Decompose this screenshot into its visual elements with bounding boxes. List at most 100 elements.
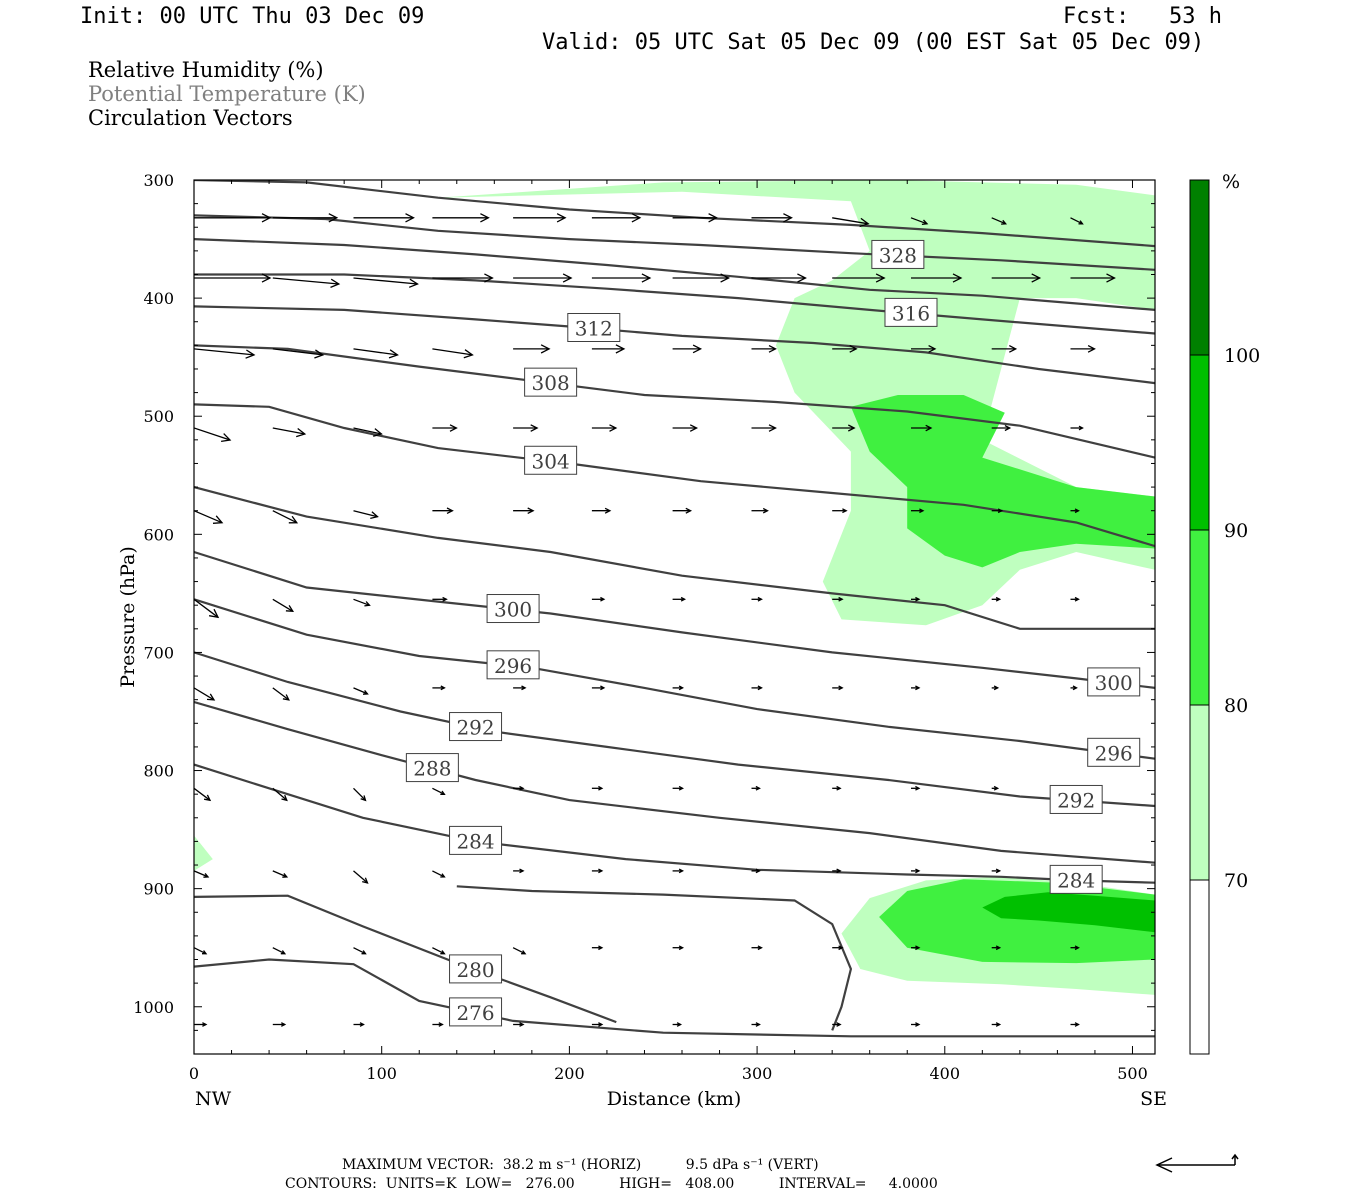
rh-region-90-5 bbox=[982, 892, 1155, 933]
vector-arrow-8-4 bbox=[513, 868, 525, 874]
vector-arrow-10-6 bbox=[672, 1022, 683, 1027]
forecast-hour: Fcst: 53 h bbox=[1063, 4, 1222, 29]
reference-vector-icon bbox=[1155, 1153, 1239, 1173]
contour-label-316-10: 316 bbox=[884, 297, 938, 327]
vector-arrow-3-6 bbox=[672, 424, 699, 432]
vector-arrow-8-7 bbox=[751, 868, 761, 874]
vector-arrow-4-10 bbox=[991, 508, 1004, 514]
svg-text:284: 284 bbox=[1057, 868, 1095, 892]
vector-arrow-1-1 bbox=[272, 277, 341, 289]
vector-arrow-7-6 bbox=[672, 785, 684, 791]
vector-arrow-10-11 bbox=[1070, 1022, 1080, 1027]
vector-arrow-1-3 bbox=[432, 273, 494, 283]
svg-text:284: 284 bbox=[456, 829, 494, 853]
vector-arrow-6-7 bbox=[751, 685, 763, 691]
theta-contour-304 bbox=[194, 403, 1155, 548]
vector-arrow-1-0 bbox=[194, 273, 272, 283]
svg-text:280: 280 bbox=[456, 958, 494, 982]
colorbar: 70 80 90 100 bbox=[1189, 179, 1260, 1055]
vector-arrow-0-3 bbox=[432, 213, 490, 223]
colorbar-label-80: 80 bbox=[1224, 695, 1248, 717]
vector-arrow-10-1 bbox=[272, 1022, 287, 1027]
vector-arrow-1-6 bbox=[672, 273, 731, 283]
contour-label-312-9: 312 bbox=[567, 313, 621, 343]
vector-arrow-0-4 bbox=[513, 213, 567, 223]
theta-contour-288 bbox=[194, 700, 1155, 864]
vector-arrow-6-3 bbox=[432, 685, 446, 691]
vector-arrow-9-9 bbox=[911, 945, 921, 951]
vector-arrow-10-8 bbox=[832, 1022, 842, 1027]
vector-arrow-2-2 bbox=[353, 348, 399, 359]
colorbar-segment-0 bbox=[1190, 180, 1209, 355]
vector-arrow-5-6 bbox=[672, 596, 687, 602]
vector-arrow-7-1 bbox=[272, 787, 288, 802]
svg-text:316: 316 bbox=[892, 301, 930, 325]
x-tick-label-300: 300 bbox=[742, 1064, 773, 1083]
svg-text:296: 296 bbox=[494, 654, 532, 678]
contour-label-288-3: 288 bbox=[405, 753, 459, 783]
vector-arrow-3-3 bbox=[432, 424, 458, 432]
vector-arrow-0-0 bbox=[194, 213, 272, 223]
vector-arrow-5-0 bbox=[194, 598, 220, 619]
colorbar-unit: % bbox=[1222, 171, 1240, 193]
vector-arrow-8-2 bbox=[353, 870, 369, 884]
vector-arrow-7-10 bbox=[991, 785, 1000, 791]
vector-arrow-4-2 bbox=[353, 510, 379, 520]
vector-arrow-3-0 bbox=[194, 427, 232, 443]
contour-label-284-15: 284 bbox=[1049, 864, 1103, 894]
vector-arrow-7-0 bbox=[194, 787, 212, 802]
vector-layer bbox=[194, 213, 1116, 1027]
vector-arrow-2-3 bbox=[432, 348, 474, 359]
vector-arrow-10-5 bbox=[591, 1022, 604, 1027]
x-tick-label-400: 400 bbox=[930, 1064, 961, 1083]
max-vector-note: MAXIMUM VECTOR: 38.2 m s⁻¹ (HORIZ) 9.5 d… bbox=[342, 1157, 819, 1173]
vector-arrow-2-0 bbox=[194, 348, 256, 359]
vector-arrow-6-4 bbox=[513, 685, 527, 691]
colorbar-segment-2 bbox=[1190, 530, 1209, 705]
contour-label-292-14: 292 bbox=[1049, 784, 1103, 814]
vector-arrow-1-7 bbox=[751, 273, 807, 283]
vector-arrow-1-11 bbox=[1070, 273, 1116, 283]
colorbar-segment-3 bbox=[1190, 705, 1209, 880]
vector-arrow-3-8 bbox=[832, 424, 856, 432]
colorbar-segment-1 bbox=[1190, 355, 1209, 530]
contour-label-layer: 2762802842882922963003043083123163283002… bbox=[405, 239, 1141, 1027]
x-tick-label-200: 200 bbox=[554, 1064, 585, 1083]
svg-text:288: 288 bbox=[413, 757, 451, 781]
vector-arrow-9-10 bbox=[991, 945, 1002, 951]
colorbar-label-70: 70 bbox=[1224, 870, 1248, 892]
vector-arrow-10-9 bbox=[911, 1022, 921, 1027]
vector-arrow-7-7 bbox=[751, 785, 761, 791]
field-theta-label: Potential Temperature (K) bbox=[88, 82, 366, 106]
theta-contour-312 bbox=[194, 305, 1155, 385]
y-tick-label-600: 600 bbox=[143, 525, 174, 544]
vector-arrow-8-3 bbox=[432, 870, 446, 878]
vector-arrow-9-3 bbox=[432, 947, 446, 955]
theta-contour-292 bbox=[194, 651, 1155, 808]
theta-contour-300 bbox=[194, 550, 1155, 689]
svg-text:308: 308 bbox=[532, 371, 570, 395]
vector-arrow-8-1 bbox=[272, 870, 289, 878]
vector-arrow-7-9 bbox=[911, 785, 921, 791]
contour-label-308-8: 308 bbox=[524, 367, 578, 397]
vector-arrow-6-6 bbox=[672, 685, 684, 691]
vector-arrow-4-1 bbox=[272, 510, 299, 524]
theta-contour-316 bbox=[194, 273, 1155, 335]
vector-arrow-6-5 bbox=[591, 685, 606, 691]
svg-text:304: 304 bbox=[532, 449, 570, 473]
vector-arrow-9-6 bbox=[672, 945, 685, 951]
vector-arrow-0-8 bbox=[832, 217, 870, 228]
vector-arrow-8-8 bbox=[832, 868, 842, 874]
colorbar-frame bbox=[1189, 179, 1210, 1055]
vector-arrow-5-9 bbox=[911, 596, 921, 602]
vector-arrow-0-11 bbox=[1070, 217, 1084, 225]
x-axis-title: Distance (km) bbox=[607, 1088, 742, 1110]
vector-arrow-10-10 bbox=[991, 1022, 1002, 1027]
theta-contour-unlabeled-13 bbox=[194, 238, 1155, 311]
vector-arrow-3-10 bbox=[991, 425, 1012, 432]
vector-arrow-0-6 bbox=[672, 213, 719, 223]
y-tick-label-900: 900 bbox=[143, 880, 174, 899]
vector-arrow-1-2 bbox=[353, 277, 419, 288]
vector-arrow-5-8 bbox=[832, 596, 844, 602]
